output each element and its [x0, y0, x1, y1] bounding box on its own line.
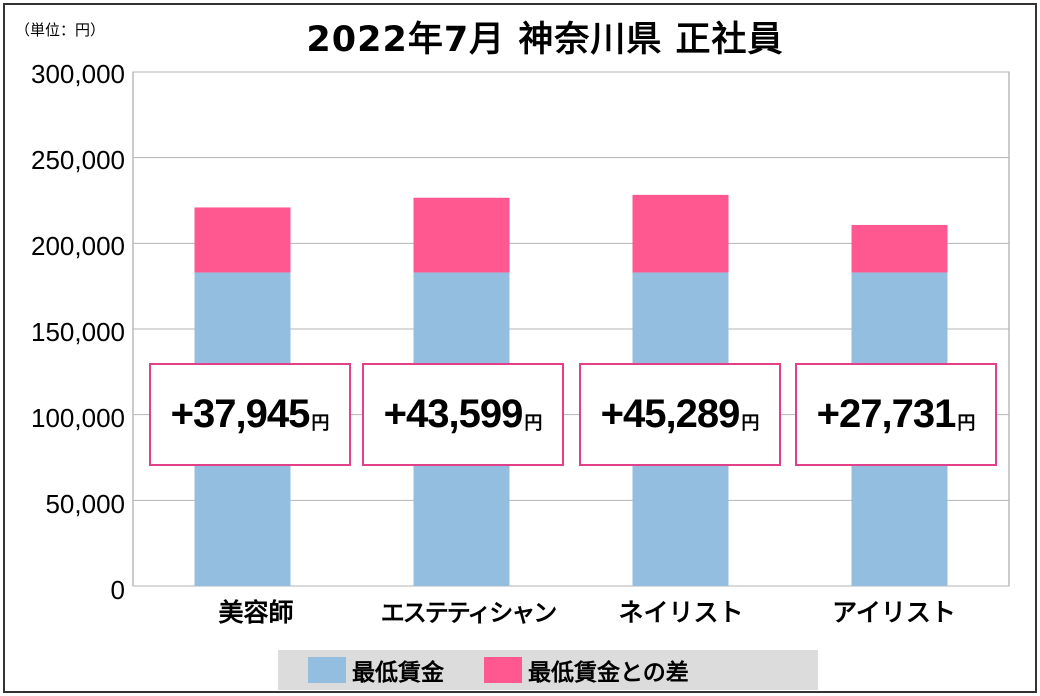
legend-item: 最低賃金 [308, 653, 444, 687]
difference-unit: 円 [741, 412, 760, 433]
difference-unit: 円 [524, 412, 543, 433]
legend-swatch [308, 657, 346, 683]
bar-wage-difference [194, 207, 291, 273]
legend-item: 最低賃金との差 [484, 653, 689, 687]
y-tick-label: 50,000 [45, 489, 125, 519]
legend-swatch [484, 657, 522, 683]
y-tick-label: 100,000 [31, 403, 125, 433]
bar-wage-difference [632, 194, 729, 273]
x-category-label: アイリスト [832, 598, 956, 627]
unit-label: （単位：円） [15, 21, 106, 39]
y-tick-label: 0 [110, 575, 125, 605]
difference-callout: +27,731 円 [795, 363, 997, 466]
bar-wage-difference [851, 224, 948, 273]
y-tick-label: 150,000 [31, 317, 125, 347]
x-category-label: エステティシャン [380, 599, 558, 627]
x-category-label: 美容師 [218, 598, 294, 627]
difference-value: +43,599 [383, 392, 524, 436]
chart-frame: （単位：円） 2022年7月 神奈川県 正社員 0 50,000 100,000… [3, 3, 1037, 693]
x-category-label: ネイリスト [618, 598, 744, 627]
difference-callout: +45,289 円 [579, 363, 781, 466]
difference-unit: 円 [311, 412, 330, 433]
chart-plot [132, 71, 1010, 587]
bar-wage-difference [413, 197, 510, 273]
difference-value: +27,731 [816, 392, 957, 436]
difference-unit: 円 [957, 412, 976, 433]
difference-value: +37,945 [170, 392, 311, 436]
difference-callout: +37,945 円 [149, 363, 351, 466]
legend-label: 最低賃金 [352, 660, 444, 686]
chart-legend: 最低賃金 最低賃金との差 [278, 650, 818, 690]
y-tick-label: 250,000 [31, 145, 125, 175]
y-tick-label: 300,000 [31, 59, 125, 89]
legend-label: 最低賃金との差 [528, 660, 689, 686]
difference-value: +45,289 [600, 392, 741, 436]
y-tick-label: 200,000 [31, 231, 125, 261]
difference-callout: +43,599 円 [362, 363, 564, 466]
chart-title: 2022年7月 神奈川県 正社員 [306, 20, 784, 60]
